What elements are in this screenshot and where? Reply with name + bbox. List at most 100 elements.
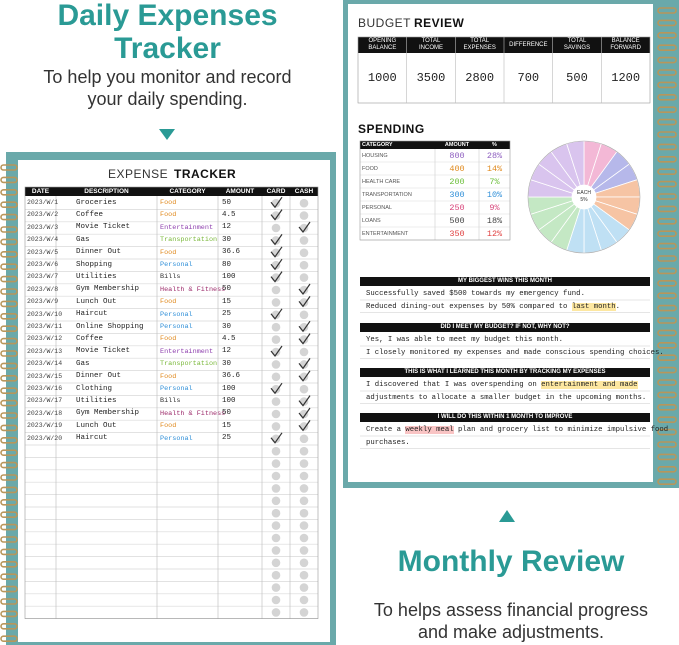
section-line: purchases. <box>366 439 410 447</box>
section-text: Create a <box>366 426 406 434</box>
spiral-ring <box>657 341 677 349</box>
description-cell: Gas <box>76 235 90 244</box>
spiral-ring <box>657 279 677 287</box>
spiral-ring <box>0 399 18 407</box>
check-circle <box>271 285 281 295</box>
spiral-ring <box>657 94 677 101</box>
budget-header: TOTAL <box>567 38 587 44</box>
section-line: adjustments to allocate a smaller budget… <box>366 394 646 402</box>
spiral-ring <box>657 242 677 250</box>
table-header-bg <box>25 187 318 196</box>
budget-title-bold: REVIEW <box>414 16 465 30</box>
check-mark <box>270 308 283 320</box>
check-circle <box>271 372 281 382</box>
budget-header: TOTAL <box>421 38 441 44</box>
hero-subtitle: your daily spending. <box>87 89 248 109</box>
budget-header: DIFFERENCE <box>509 42 548 48</box>
check-circle <box>299 310 309 320</box>
section-line: I closely monitored my expenses and made… <box>366 349 664 357</box>
check-circle <box>299 260 309 270</box>
date-cell: 2023/W/16 <box>27 385 63 392</box>
spiral-ring <box>657 106 677 113</box>
spiral-ring <box>0 474 18 481</box>
section-text: Yes, I was able to meet my budget this m… <box>366 336 564 344</box>
spiral-ring <box>0 226 18 233</box>
description-cell: Clothing <box>76 384 113 393</box>
section-text: purchases. <box>366 438 410 447</box>
section-line: Successfully saved $500 towards my emerg… <box>366 290 585 298</box>
description-cell: Haircut <box>76 434 108 443</box>
spiral-ring <box>0 461 18 469</box>
budget-value: 2800 <box>465 71 495 85</box>
date-cell: 2023/W/11 <box>27 323 63 330</box>
spiral-ring <box>657 465 677 473</box>
check-circle <box>299 496 309 506</box>
check-circle <box>299 347 309 357</box>
spiral-ring <box>0 523 18 531</box>
spending-amount: 400 <box>449 164 465 174</box>
section-heading: I WILL DO THIS WITHIN 1 MONTH TO IMPROVE <box>437 414 573 420</box>
category-cell: Food <box>160 372 177 381</box>
budget-title-light: BUDGET <box>358 16 412 30</box>
budget-header: FORWARD <box>610 45 641 51</box>
spending-category: LOANS <box>362 218 381 224</box>
hero-title: Daily Expenses <box>57 0 278 32</box>
spiral-ring <box>0 560 18 568</box>
description-cell: Utilities <box>76 396 117 405</box>
section-line: Create a weekly meal plan and grocery li… <box>366 426 668 434</box>
section-line: Reduced dining-out expenses by 50% compa… <box>366 302 620 311</box>
spending-percent: 18% <box>486 216 503 226</box>
spiral-ring <box>0 362 18 370</box>
check-mark <box>298 407 311 420</box>
check-circle <box>271 558 281 568</box>
spending-header: CATEGORY <box>362 142 393 148</box>
description-cell: Dinner Out <box>76 248 122 257</box>
check-circle <box>299 608 309 617</box>
spiral-ring <box>0 424 18 432</box>
spending-percent: 14% <box>486 164 503 174</box>
amount-cell: 15 <box>222 421 232 430</box>
description-cell: Lunch Out <box>76 421 117 430</box>
spending-header: % <box>492 142 497 148</box>
check-circle <box>271 595 281 605</box>
check-circle <box>271 397 281 406</box>
check-circle <box>271 496 281 506</box>
description-cell: Utilities <box>76 272 117 281</box>
category-cell: Health & Fitness <box>160 409 226 418</box>
section-text: Reduced dining-out expenses by 50% compa… <box>366 302 572 311</box>
date-cell: 2023/W/19 <box>27 422 63 430</box>
spiral-ring <box>0 585 18 593</box>
hero-title: Tracker <box>114 32 221 65</box>
spiral-ring <box>657 193 677 200</box>
category-cell: Entertainment <box>160 347 214 356</box>
check-mark <box>270 345 283 358</box>
section-text: plan and grocery list to minimize impuls… <box>453 426 669 434</box>
check-circle <box>271 546 281 555</box>
description-cell: Gym Membership <box>76 409 140 418</box>
date-cell: 2023/W/20 <box>27 434 63 442</box>
amount-cell: 100 <box>222 396 236 405</box>
category-cell: Food <box>160 248 177 257</box>
spiral-ring <box>0 176 18 184</box>
section-heading: DID I MEET MY BUDGET? IF NOT, WHY NOT? <box>440 324 570 330</box>
spiral-ring <box>657 329 677 337</box>
spiral-ring <box>657 403 677 411</box>
hero-subtitle: To help you monitor and record <box>43 67 292 87</box>
spiral-ring <box>657 218 677 225</box>
amount-cell: 30 <box>222 322 232 331</box>
spiral-ring <box>0 598 18 605</box>
amount-cell: 4.5 <box>222 210 236 219</box>
amount-cell: 50 <box>222 285 232 294</box>
section-heading: THIS IS WHAT I LEARNED THIS MONTH BY TRA… <box>404 369 606 375</box>
check-circle <box>271 471 281 481</box>
check-circle <box>271 533 281 543</box>
spending-category: HEALTH CARE <box>362 179 401 185</box>
spiral-ring <box>0 498 18 506</box>
spending-category: FOOD <box>362 166 378 172</box>
budget-header: OPENING <box>368 38 397 44</box>
check-circle <box>271 335 281 344</box>
spiral-ring <box>657 255 677 262</box>
spiral-ring <box>657 267 677 275</box>
spiral-ring <box>0 263 18 271</box>
